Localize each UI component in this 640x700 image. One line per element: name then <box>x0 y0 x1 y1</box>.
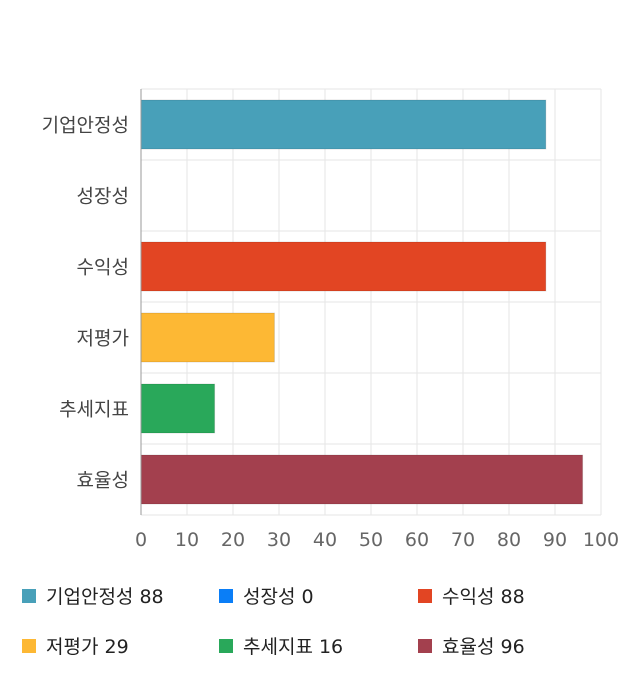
category-label: 기업안정성 <box>42 115 129 137</box>
legend-swatch <box>219 588 233 603</box>
legend-label: 효율성 96 <box>442 636 525 658</box>
category-label: 추세지표 <box>59 399 129 421</box>
legend-swatch <box>418 638 432 653</box>
legend-item[interactable]: 성장성 0 <box>219 582 314 609</box>
legend-item[interactable]: 저평가 29 <box>22 632 129 659</box>
legend-swatch <box>22 588 36 603</box>
x-tick-label: 90 <box>543 529 567 551</box>
x-tick-label: 10 <box>175 529 199 551</box>
x-tick-label: 100 <box>583 529 619 551</box>
legend-swatch <box>22 638 36 653</box>
x-tick-label: 60 <box>405 529 429 551</box>
bar[interactable] <box>140 383 216 434</box>
x-tick-label: 20 <box>221 529 245 551</box>
legend-label: 추세지표 16 <box>243 636 344 658</box>
x-tick-label: 0 <box>135 529 147 551</box>
x-tick-label: 80 <box>497 529 521 551</box>
bar[interactable] <box>140 241 547 292</box>
category-label: 성장성 <box>77 186 129 208</box>
x-tick-label: 40 <box>313 529 337 551</box>
bar[interactable] <box>140 99 547 150</box>
legend-swatch <box>418 588 432 603</box>
legend-label: 성장성 0 <box>243 586 314 608</box>
grid-lines <box>140 88 602 516</box>
category-label: 효율성 <box>77 470 129 492</box>
bar[interactable] <box>140 312 275 363</box>
legend-item[interactable]: 효율성 96 <box>418 632 525 659</box>
x-tick-label: 70 <box>451 529 475 551</box>
x-tick-label: 50 <box>359 529 383 551</box>
legend-label: 기업안정성 88 <box>46 586 164 608</box>
category-label: 저평가 <box>77 328 129 350</box>
legend-swatch <box>219 638 233 653</box>
legend-item[interactable]: 수익성 88 <box>418 582 525 609</box>
legend-label: 수익성 88 <box>442 586 525 608</box>
bar[interactable] <box>140 454 584 505</box>
x-axis-ticks: 0 10 20 30 40 50 60 70 80 90 100 <box>135 529 619 551</box>
x-tick-label: 30 <box>267 529 291 551</box>
bars <box>140 99 584 505</box>
legend-item[interactable]: 기업안정성 88 <box>22 582 164 609</box>
legend-label: 저평가 29 <box>46 636 129 658</box>
legend-item[interactable]: 추세지표 16 <box>219 632 343 659</box>
category-label: 수익성 <box>77 257 129 279</box>
